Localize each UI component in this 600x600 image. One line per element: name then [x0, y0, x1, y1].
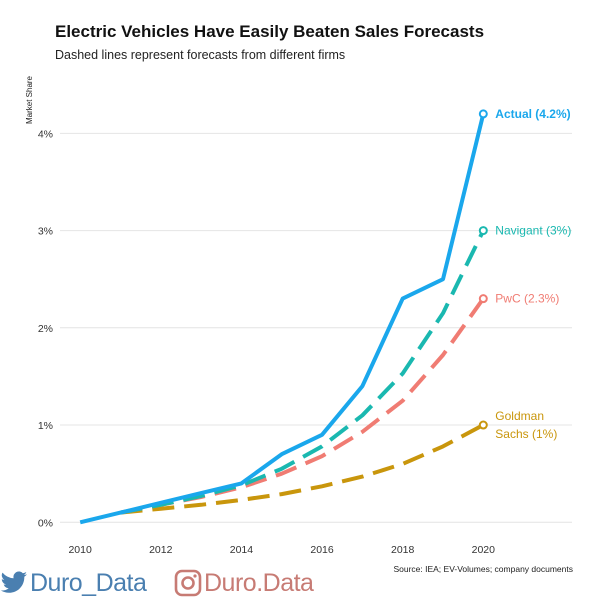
series-line-actual	[79, 113, 486, 525]
twitter-handle: Duro_Data	[30, 568, 147, 597]
instagram-handle-a: Duro	[204, 568, 257, 597]
x-tick-label: 2012	[149, 544, 173, 556]
x-tick-label: 2020	[472, 544, 496, 556]
series-line-navigant	[120, 229, 486, 515]
instagram-watermark: Duro .Data	[174, 567, 314, 599]
x-tick-label: 2014	[230, 544, 254, 556]
series-label: Sachs (1%)	[495, 427, 557, 441]
series-label: Actual (4.2%)	[495, 107, 570, 121]
series-line-pwc	[120, 297, 485, 515]
chart-title: Electric Vehicles Have Easily Beaten Sal…	[55, 22, 485, 41]
instagram-handle-b: .Data	[256, 568, 314, 597]
y-tick-label: 0%	[38, 517, 53, 529]
y-tick-label: 4%	[38, 128, 53, 140]
series-label: PwC (2.3%)	[495, 292, 559, 306]
series-label: Navigant (3%)	[495, 224, 571, 238]
endpoint-marker-navigant	[478, 226, 488, 236]
source-note: Source: IEA; EV-Volumes; company documen…	[393, 564, 573, 574]
x-tick-label: 2016	[310, 544, 334, 556]
x-tick-label: 2010	[68, 544, 92, 556]
endpoint-marker-actual	[478, 109, 488, 119]
chart-subtitle: Dashed lines represent forecasts from di…	[55, 48, 346, 62]
y-tick-label: 2%	[38, 323, 53, 335]
x-tick-label: 2018	[391, 544, 415, 556]
instagram-icon	[174, 569, 202, 597]
series-label: Goldman	[495, 409, 544, 423]
endpoint-marker-pwc	[478, 294, 488, 304]
y-tick-label: 3%	[38, 226, 53, 238]
twitter-watermark: Duro_Data	[0, 567, 147, 599]
y-axis-label: Market Share	[25, 75, 34, 124]
twitter-bird-icon	[0, 571, 28, 595]
series-line-goldman-sachs	[120, 423, 485, 515]
y-tick-label: 1%	[38, 420, 53, 432]
endpoint-marker-goldman-sachs	[478, 420, 488, 430]
